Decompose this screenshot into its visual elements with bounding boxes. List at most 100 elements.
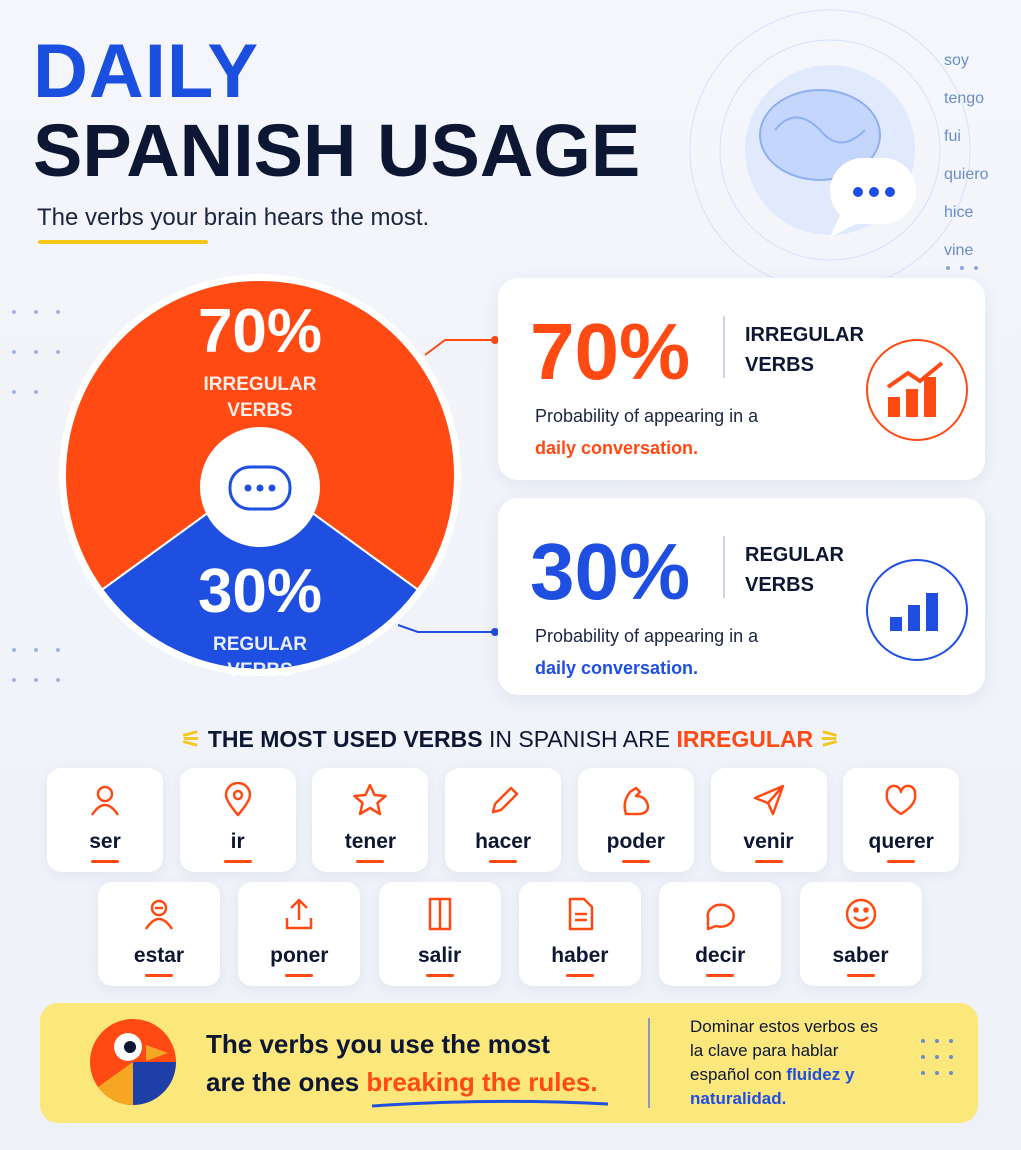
verb-underline — [285, 974, 314, 977]
cloud-word: vine — [944, 242, 974, 259]
underline — [38, 240, 208, 244]
title-line: SPANISH USAGE — [33, 109, 641, 192]
word-cloud: soy tengo fui quiero hice vine — [944, 42, 988, 270]
verb-icon — [845, 898, 876, 930]
verb-tile: venir — [710, 768, 827, 872]
brain-decoration — [689, 9, 978, 290]
verb-name: haber — [551, 944, 609, 967]
verb-tile: poner — [238, 882, 361, 986]
chat-dot — [256, 484, 264, 492]
card-category: REGULAR VERBS — [745, 544, 844, 596]
verb-tile: decir — [659, 882, 782, 986]
verb-name: hacer — [475, 830, 532, 853]
card-icons — [866, 339, 968, 661]
card-divider — [723, 536, 725, 598]
verb-tile: ir — [179, 768, 296, 872]
card-value: 70% — [530, 307, 691, 396]
verb-tile: tener — [312, 768, 429, 872]
verb-icon — [885, 784, 917, 816]
verb-name: ser — [89, 830, 121, 853]
cloud-word: soy — [944, 52, 969, 69]
pie-label: 70% IRREGULAR VERBS — [150, 298, 370, 424]
subtitle: The verbs your brain hears the most. — [37, 204, 430, 231]
cloud-word: quiero — [944, 166, 989, 183]
verb-underline — [489, 860, 518, 863]
verb-underline — [356, 860, 385, 863]
verb-icon — [286, 898, 313, 930]
verb-underline — [145, 974, 173, 977]
verb-name: querer — [868, 830, 934, 853]
verb-icon — [428, 897, 451, 931]
verb-icon — [706, 903, 736, 931]
banner-line: The verbs you use the most — [206, 1029, 550, 1059]
verb-underline — [621, 860, 650, 863]
verb-underline — [887, 860, 916, 863]
card-divider — [723, 316, 725, 378]
divider — [648, 1018, 650, 1108]
connector — [424, 339, 497, 356]
cloud-word: tengo — [944, 90, 985, 107]
banner-text: The verbs you use the most are the ones … — [206, 1025, 598, 1101]
verb-tile: haber — [518, 882, 641, 986]
verb-name: poner — [270, 944, 329, 967]
pie-category: REGULAR VERBS — [213, 634, 307, 681]
verb-underline — [754, 860, 783, 863]
verb-underline — [223, 860, 252, 863]
verb-tile: querer — [843, 768, 960, 872]
banner — [40, 1003, 978, 1123]
verb-icon — [90, 785, 120, 816]
pie-value-label: 70% — [197, 297, 323, 366]
banner-highlight: breaking the rules. — [366, 1067, 598, 1097]
banner-underline — [371, 1099, 609, 1108]
verb-icon — [491, 786, 519, 814]
verb-name: poder — [606, 830, 665, 853]
pie-chart — [12, 274, 499, 682]
chat-icon — [228, 465, 292, 511]
card-description: Probability of appearing in a daily conv… — [535, 620, 785, 684]
heading-bold: THE MOST USED VERBS — [207, 726, 483, 752]
description-highlight: daily conversation. — [535, 658, 699, 678]
verb-tile: salir — [378, 882, 501, 986]
verb-underline — [91, 860, 119, 863]
verb-underline — [565, 974, 594, 977]
connector-dot — [491, 628, 499, 636]
verb-name: decir — [695, 944, 746, 967]
banner-note: Dominar estos verbos es la clave para ha… — [690, 1015, 890, 1111]
verb-icon — [144, 899, 174, 930]
description-text: Probability of appearing in a — [535, 626, 759, 646]
verb-icon — [623, 786, 650, 816]
verb-icon — [224, 782, 251, 817]
cloud-word: hice — [944, 204, 974, 221]
note-highlight: fluidez y naturalidad. — [690, 1065, 855, 1108]
verb-underline — [425, 974, 454, 977]
verb-name: estar — [133, 944, 185, 967]
dots — [921, 1039, 953, 1075]
verb-name: venir — [743, 830, 794, 853]
verb-name: tener — [344, 830, 397, 853]
card-category: IRREGULAR VERBS — [745, 324, 864, 376]
verb-underline — [846, 974, 875, 977]
verb-tile: saber — [799, 882, 922, 986]
card-description: Probability of appearing in a daily conv… — [535, 400, 785, 464]
heading-middle: IN SPANISH ARE — [488, 726, 671, 752]
chat-dot — [244, 484, 252, 492]
verb-tile: estar — [98, 882, 220, 986]
verb-icon — [753, 784, 784, 816]
verb-name: ir — [230, 830, 245, 853]
verb-tile: ser — [47, 768, 163, 872]
verb-icon — [353, 783, 388, 816]
connector — [397, 624, 497, 633]
pie-category: IRREGULAR VERBS — [203, 374, 317, 421]
heading-highlight: IRREGULAR — [676, 726, 814, 752]
verb-tile: poder — [577, 768, 694, 872]
verb-tile: hacer — [445, 768, 562, 872]
pie-label: 30% REGULAR VERBS — [150, 558, 370, 684]
verb-icon — [568, 897, 594, 931]
pie-slice — [100, 473, 420, 671]
verb-name: salir — [417, 944, 462, 967]
cloud-word: fui — [944, 128, 961, 145]
banner-line: are the ones — [206, 1067, 360, 1097]
verb-name: saber — [832, 944, 889, 967]
description-text: Probability of appearing in a — [535, 406, 759, 426]
